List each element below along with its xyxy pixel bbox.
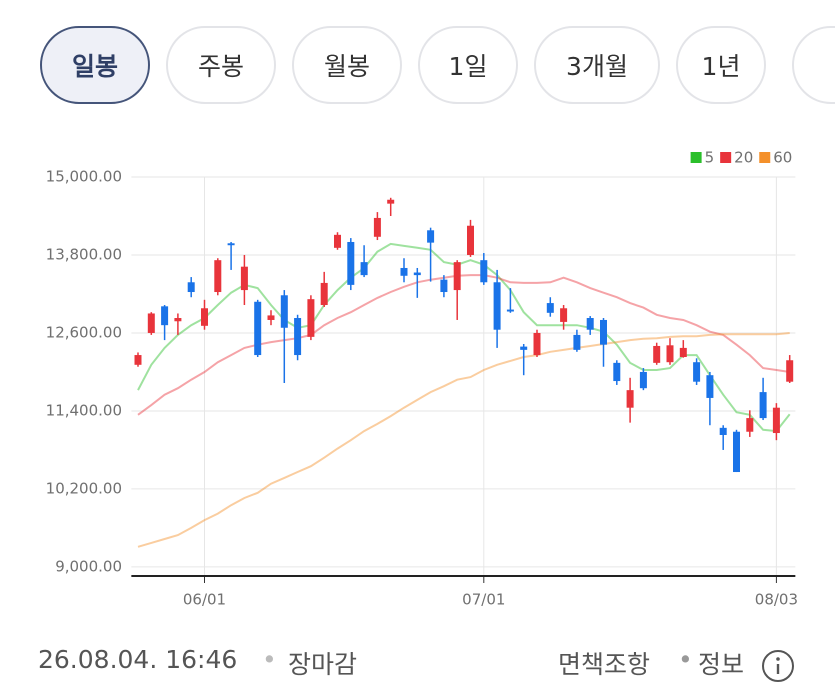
- y-tick-label: 12,600.00: [46, 323, 122, 341]
- legend-swatch: [720, 152, 732, 163]
- candle-body: [240, 266, 248, 291]
- candle-body: [227, 243, 235, 246]
- candle-body: [693, 362, 701, 382]
- y-tick-label: 11,400.00: [46, 401, 122, 419]
- candle-body: [586, 318, 594, 330]
- period-tab[interactable]: 3개월: [534, 26, 660, 104]
- moving-average-line: [137, 332, 790, 548]
- candle-body: [600, 319, 607, 345]
- info-icon[interactable]: [760, 648, 796, 684]
- candle-body: [427, 230, 435, 243]
- legend-swatch: [759, 152, 771, 163]
- candle-body: [733, 431, 740, 473]
- x-tick-label: 08/03: [755, 591, 798, 609]
- candle-body: [746, 418, 754, 432]
- candle-body: [280, 295, 288, 328]
- candle-body: [294, 318, 302, 356]
- candle-body: [706, 375, 714, 398]
- x-tick-label: 06/01: [183, 591, 226, 609]
- candle-body: [440, 279, 448, 293]
- chart: 9,000.00 10,200.00 11,400.00 12,600.00 13,80…: [46, 149, 798, 609]
- y-tick-label: 10,200.00: [46, 479, 122, 497]
- candle-body: [573, 334, 581, 350]
- timestamp: 26.08.04. 16:46: [38, 645, 238, 674]
- candle-body: [480, 260, 488, 283]
- candle-body: [334, 234, 341, 248]
- separator-dot: •: [262, 645, 277, 674]
- candle-body: [347, 241, 355, 285]
- y-tick-label: 13,800.00: [46, 245, 122, 263]
- candle-body: [307, 299, 315, 337]
- candle-body: [360, 262, 368, 276]
- moving-average-line: [137, 274, 790, 416]
- candle-body: [214, 260, 222, 293]
- disclaimer-link[interactable]: 면책조항: [558, 650, 651, 679]
- period-tab[interactable]: 일봉: [40, 26, 150, 104]
- candle-body: [679, 347, 687, 358]
- candle-body: [161, 306, 169, 326]
- candle-body: [400, 267, 408, 276]
- candle-body: [653, 345, 661, 363]
- candle-body: [267, 315, 275, 320]
- period-tab[interactable]: 1년: [676, 26, 766, 104]
- candle-body: [786, 360, 794, 382]
- market-status: 장마감: [288, 650, 358, 679]
- candle-body: [639, 371, 647, 389]
- candle-body: [520, 346, 528, 350]
- candle-body: [147, 313, 155, 333]
- moving-average-line: [137, 242, 791, 433]
- candle-body: [187, 282, 195, 293]
- candle-body: [201, 308, 208, 326]
- candle-body: [254, 301, 262, 356]
- period-tab[interactable]: 주봉: [166, 26, 276, 104]
- candle-body: [772, 407, 780, 434]
- legend-swatch: [690, 152, 702, 163]
- candle-body: [506, 309, 514, 312]
- candle-body: [613, 362, 621, 382]
- candle-body: [493, 282, 501, 330]
- candle-body: [533, 332, 541, 356]
- x-tick-label: 07/01: [462, 591, 505, 609]
- info-link[interactable]: 정보: [698, 650, 745, 679]
- candle-body: [546, 303, 554, 313]
- candle-body: [467, 225, 474, 255]
- period-tab[interactable]: 월봉: [292, 26, 402, 104]
- candle-body: [759, 392, 767, 419]
- period-tab[interactable]: 1일: [418, 26, 518, 104]
- separator-dot: •: [678, 645, 693, 674]
- y-tick-label: 15,000.00: [46, 168, 122, 186]
- candle-body: [174, 318, 182, 322]
- candle-body: [719, 427, 727, 435]
- candle-body: [666, 345, 674, 363]
- legend-label: 20: [734, 149, 753, 167]
- legend-label: 5: [705, 149, 715, 167]
- candle-body: [453, 262, 461, 291]
- candle-body: [373, 217, 381, 237]
- y-tick-label: 9,000.00: [55, 557, 122, 575]
- candle-body: [320, 282, 328, 306]
- candle-body: [413, 272, 421, 276]
- candle-body: [626, 390, 634, 408]
- candle-body: [134, 355, 142, 365]
- tab-bar: 일봉주봉월봉1일3개월1년3: [0, 26, 835, 108]
- candle-body: [560, 308, 568, 322]
- candle-body: [387, 199, 395, 204]
- legend-label: 60: [773, 149, 792, 167]
